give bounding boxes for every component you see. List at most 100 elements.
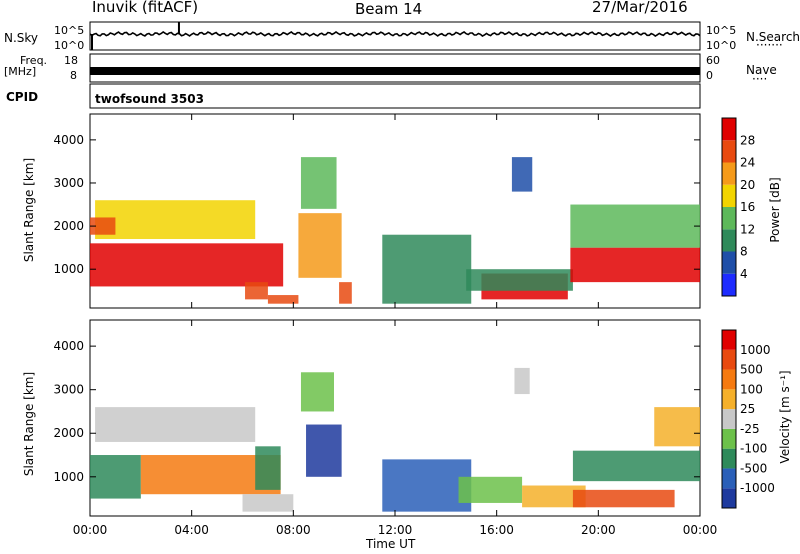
velocity-region [514, 367, 530, 395]
nsky-strip-frame [89, 21, 701, 51]
velocity-colorbar-swatch [722, 369, 736, 390]
velocity-region-cell [255, 446, 281, 490]
power-region [267, 295, 299, 304]
power-colorbar-tick: 4 [740, 267, 748, 281]
power-region-cell [95, 200, 256, 240]
freq-label: Freq. [20, 54, 48, 67]
power-region-cell [245, 282, 268, 300]
velocity-ytick-label: 4000 [53, 339, 84, 353]
velocity-colorbar-tick: 1000 [740, 343, 771, 357]
velocity-colorbar-swatch [722, 409, 736, 429]
velocity-ytick-label: 2000 [53, 426, 84, 440]
nsky-tick-bottom: 10^0 [54, 39, 85, 52]
velocity-region-cell [300, 372, 334, 412]
nsearch-label: N.Search [746, 30, 800, 44]
nave-label: Nave [746, 63, 777, 77]
velocity-colorbar-label: Velocity [m s⁻¹] [778, 370, 792, 464]
freq-band [90, 67, 700, 75]
velocity-colorbar-tick: 25 [740, 402, 755, 416]
velocity-colorbar-swatch [722, 428, 736, 449]
power-region-cell [570, 204, 700, 248]
power-colorbar-swatch [722, 140, 736, 163]
freq-unit: [MHz] [4, 65, 37, 78]
power-region [298, 213, 342, 278]
power-region-cell [570, 247, 700, 283]
cpid-value: twofsound 3503 [95, 92, 204, 106]
velocity-region [300, 372, 334, 412]
velocity-colorbar-frame [721, 329, 737, 509]
velocity-region-cell [572, 489, 675, 508]
xaxis-tick-label: 04:00 [174, 523, 209, 537]
power-colorbar-swatch [722, 162, 736, 185]
velocity-colorbar-tick: 500 [740, 363, 763, 377]
velocity-region-cell [572, 450, 700, 482]
velocity-region-cell [90, 455, 141, 499]
power-colorbar-tick: 28 [740, 133, 755, 147]
power-region [245, 282, 268, 300]
nave-tick-bottom: 0 [706, 69, 713, 82]
power-colorbar-swatch [722, 207, 736, 230]
nsky-tick-top: 10^5 [54, 24, 85, 37]
power-region [466, 269, 573, 291]
velocity-colorbar-tick: 100 [740, 382, 763, 396]
velocity-region [242, 494, 294, 512]
freq-tick-top: 18 [64, 54, 78, 67]
velocity-region-cell [242, 494, 294, 512]
power-region-cell [90, 217, 116, 235]
date-title: 27/Mar/2016 [592, 0, 688, 16]
power-ytick-label: 3000 [53, 176, 84, 190]
power-ytick-label: 2000 [53, 219, 84, 233]
velocity-region-cell [382, 459, 472, 512]
power-region [90, 217, 116, 235]
power-colorbar-label: Power [dB] [768, 177, 782, 243]
power-colorbar-swatch [722, 251, 736, 274]
velocity-region [382, 459, 472, 512]
velocity-colorbar-swatch [722, 389, 736, 410]
power-colorbar-swatch [722, 118, 736, 141]
velocity-region [572, 489, 675, 508]
power-region [570, 247, 700, 283]
nsky-tick-right-bottom: 10^0 [706, 39, 737, 52]
nsearch-dots: ······· [756, 38, 783, 52]
power-region-cell [511, 157, 533, 192]
xaxis-tick-label: 16:00 [479, 523, 514, 537]
power-region [382, 234, 472, 304]
velocity-region-cell [306, 424, 342, 477]
power-region-cell [298, 213, 342, 278]
power-ytick-label: 1000 [53, 262, 84, 276]
power-region-cell [382, 234, 472, 304]
velocity-ylabel: Slant Range [km] [22, 371, 36, 477]
beam-title: Beam 14 [355, 0, 423, 18]
velocity-colorbar-swatch [722, 488, 736, 508]
power-colorbar-swatch [722, 273, 736, 296]
power-region [300, 157, 337, 209]
station-title: Inuvik (fitACF) [92, 0, 199, 16]
xaxis-tick-label: 08:00 [276, 523, 311, 537]
power-colorbar-swatch [722, 184, 736, 207]
velocity-region-cell [654, 407, 700, 447]
velocity-colorbar-tick: -100 [740, 442, 767, 456]
power-region-cell [339, 282, 352, 304]
power-region [339, 282, 352, 304]
power-colorbar-swatch [722, 229, 736, 252]
velocity-ytick-label: 1000 [53, 470, 84, 484]
velocity-region [572, 450, 700, 482]
velocity-region [654, 407, 700, 447]
velocity-colorbar-tick: -500 [740, 461, 767, 475]
nsky-label: N.Sky [4, 31, 39, 45]
power-ylabel: Slant Range [km] [22, 157, 36, 263]
nsky-trace [89, 31, 701, 37]
power-region [95, 200, 256, 240]
power-colorbar-tick: 24 [740, 156, 755, 170]
velocity-region [458, 476, 523, 503]
power-region-cell [90, 243, 284, 287]
velocity-colorbar-swatch [722, 468, 736, 489]
power-colorbar-tick: 8 [740, 245, 748, 259]
nave-dots: ···· [752, 72, 768, 86]
cpid-label: CPID [6, 90, 39, 104]
xaxis-tick-label: 20:00 [581, 523, 616, 537]
power-colorbar-tick: 16 [740, 200, 755, 214]
velocity-colorbar-tick: -1000 [740, 481, 775, 495]
power-region-cell [300, 157, 337, 209]
